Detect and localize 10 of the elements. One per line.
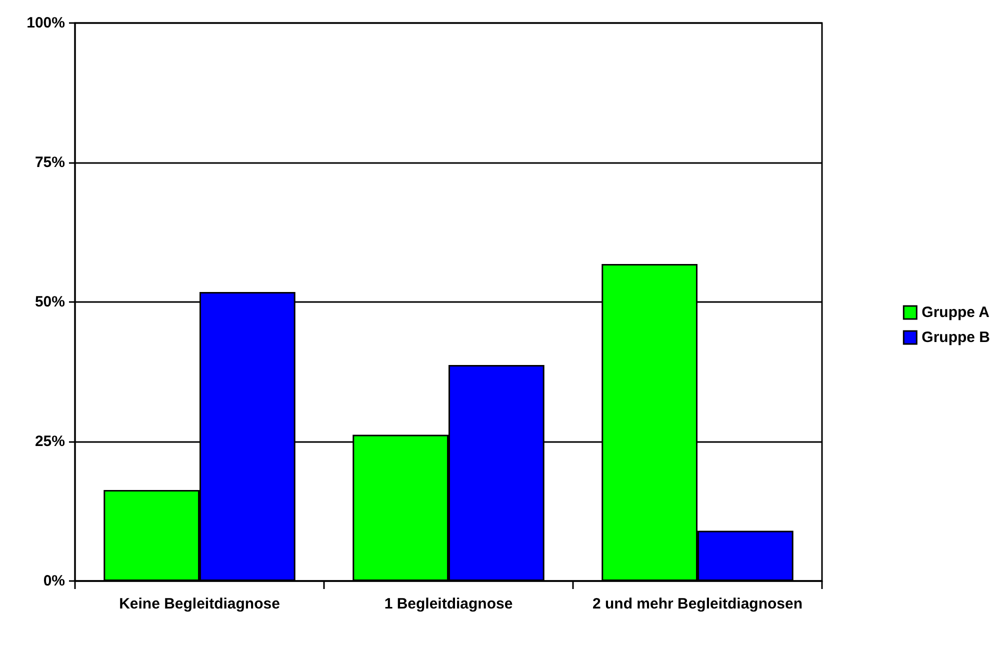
legend-label: Gruppe B (922, 329, 990, 346)
legend-label: Gruppe A (922, 304, 990, 321)
y-tick-label: 25% (34, 433, 65, 450)
x-tick-label: 2 und mehr Begleitdiagnosen (592, 596, 803, 612)
x-tick-label: Keine Begleitdiagnose (119, 596, 280, 612)
x-tick-label: 1 Begleitdiagnose (384, 596, 513, 612)
y-tick-label: 0% (43, 572, 65, 590)
y-tick-label: 75% (34, 154, 65, 171)
y-tick-label: 100% (26, 14, 65, 32)
y-tick-label: 50% (34, 294, 65, 310)
